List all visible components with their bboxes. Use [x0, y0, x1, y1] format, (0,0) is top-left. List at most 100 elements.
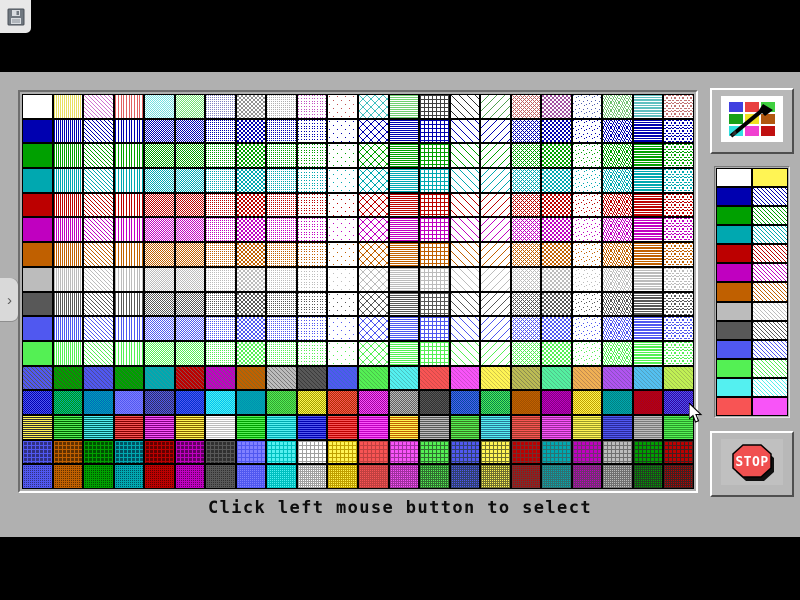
swatch-cell[interactable]: [205, 168, 236, 193]
swatch-cell[interactable]: [419, 118, 450, 144]
swatch-cell[interactable]: [296, 414, 328, 440]
swatch-cell[interactable]: [541, 414, 572, 440]
swatch-cell[interactable]: [480, 365, 511, 391]
swatch-cell[interactable]: [632, 118, 664, 144]
swatch-cell[interactable]: [602, 390, 633, 415]
swatch-cell[interactable]: [388, 143, 420, 169]
swatch-cell[interactable]: [632, 242, 664, 267]
swatch-cell[interactable]: [144, 118, 175, 144]
swatch-cell[interactable]: [388, 316, 420, 341]
swatch-cell[interactable]: [83, 464, 114, 489]
swatch-cell[interactable]: [174, 316, 206, 341]
swatch-cell[interactable]: [388, 192, 420, 218]
preset-color-cell[interactable]: [716, 301, 752, 321]
swatch-cell[interactable]: [419, 390, 450, 415]
swatch-cell[interactable]: [83, 242, 114, 267]
swatch-cell[interactable]: [480, 464, 511, 489]
swatch-cell[interactable]: [266, 118, 297, 144]
swatch-cell[interactable]: [571, 266, 603, 292]
swatch-cell[interactable]: [52, 365, 84, 391]
swatch-cell[interactable]: [235, 143, 267, 169]
swatch-cell[interactable]: [327, 266, 358, 292]
swatch-cell[interactable]: [663, 118, 694, 144]
swatch-cell[interactable]: [480, 266, 511, 292]
swatch-cell[interactable]: [296, 316, 328, 341]
preset-color-cell[interactable]: [752, 187, 788, 207]
swatch-cell[interactable]: [571, 118, 603, 144]
swatch-cell[interactable]: [541, 365, 572, 391]
preset-color-cell[interactable]: [752, 263, 788, 283]
preset-color-cell[interactable]: [716, 244, 752, 264]
preset-color-cell[interactable]: [716, 187, 752, 207]
swatch-cell[interactable]: [602, 266, 633, 292]
swatch-cell[interactable]: [571, 340, 603, 366]
swatch-cell[interactable]: [113, 266, 145, 292]
swatch-cell[interactable]: [83, 439, 114, 465]
swatch-cell[interactable]: [205, 414, 236, 440]
swatch-cell[interactable]: [571, 439, 603, 465]
swatch-cell[interactable]: [632, 94, 664, 119]
preset-color-cell[interactable]: [716, 263, 752, 283]
swatch-cell[interactable]: [510, 192, 542, 218]
preset-color-cell[interactable]: [716, 396, 752, 416]
swatch-cell[interactable]: [419, 439, 450, 465]
swatch-cell[interactable]: [632, 143, 664, 169]
swatch-cell[interactable]: [541, 192, 572, 218]
swatch-cell[interactable]: [327, 192, 358, 218]
swatch-cell[interactable]: [235, 464, 267, 489]
preset-color-cell[interactable]: [752, 358, 788, 378]
save-button[interactable]: [0, 0, 31, 33]
swatch-cell[interactable]: [296, 365, 328, 391]
swatch-cell[interactable]: [52, 217, 84, 243]
swatch-cell[interactable]: [52, 242, 84, 267]
swatch-cell[interactable]: [296, 192, 328, 218]
swatch-cell[interactable]: [541, 464, 572, 489]
swatch-cell[interactable]: [83, 291, 114, 317]
swatch-cell[interactable]: [571, 94, 603, 119]
swatch-cell[interactable]: [205, 291, 236, 317]
swatch-cell[interactable]: [235, 94, 267, 119]
swatch-cell[interactable]: [174, 143, 206, 169]
swatch-cell[interactable]: [388, 242, 420, 267]
swatch-cell[interactable]: [144, 316, 175, 341]
swatch-cell[interactable]: [571, 192, 603, 218]
swatch-cell[interactable]: [235, 118, 267, 144]
swatch-cell[interactable]: [388, 464, 420, 489]
swatch-cell[interactable]: [22, 192, 53, 218]
swatch-cell[interactable]: [235, 390, 267, 415]
swatch-cell[interactable]: [419, 414, 450, 440]
swatch-cell[interactable]: [205, 217, 236, 243]
swatch-cell[interactable]: [296, 266, 328, 292]
swatch-cell[interactable]: [144, 168, 175, 193]
swatch-cell[interactable]: [327, 168, 358, 193]
swatch-cell[interactable]: [113, 217, 145, 243]
palette-editor-button[interactable]: [710, 88, 794, 154]
swatch-cell[interactable]: [388, 217, 420, 243]
swatch-cell[interactable]: [510, 242, 542, 267]
swatch-cell[interactable]: [632, 439, 664, 465]
swatch-cell[interactable]: [480, 414, 511, 440]
swatch-cell[interactable]: [357, 217, 389, 243]
swatch-cell[interactable]: [419, 192, 450, 218]
swatch-cell[interactable]: [663, 242, 694, 267]
swatch-cell[interactable]: [266, 94, 297, 119]
swatch-cell[interactable]: [113, 390, 145, 415]
swatch-cell[interactable]: [52, 340, 84, 366]
swatch-cell[interactable]: [266, 340, 297, 366]
swatch-cell[interactable]: [510, 340, 542, 366]
swatch-cell[interactable]: [144, 464, 175, 489]
swatch-cell[interactable]: [419, 266, 450, 292]
swatch-cell[interactable]: [510, 365, 542, 391]
swatch-cell[interactable]: [174, 464, 206, 489]
swatch-cell[interactable]: [235, 242, 267, 267]
swatch-cell[interactable]: [144, 217, 175, 243]
swatch-cell[interactable]: [22, 439, 53, 465]
swatch-cell[interactable]: [510, 94, 542, 119]
swatch-cell[interactable]: [357, 94, 389, 119]
swatch-cell[interactable]: [571, 217, 603, 243]
swatch-cell[interactable]: [144, 365, 175, 391]
swatch-cell[interactable]: [174, 439, 206, 465]
swatch-cell[interactable]: [113, 192, 145, 218]
swatch-cell[interactable]: [602, 439, 633, 465]
swatch-cell[interactable]: [327, 291, 358, 317]
